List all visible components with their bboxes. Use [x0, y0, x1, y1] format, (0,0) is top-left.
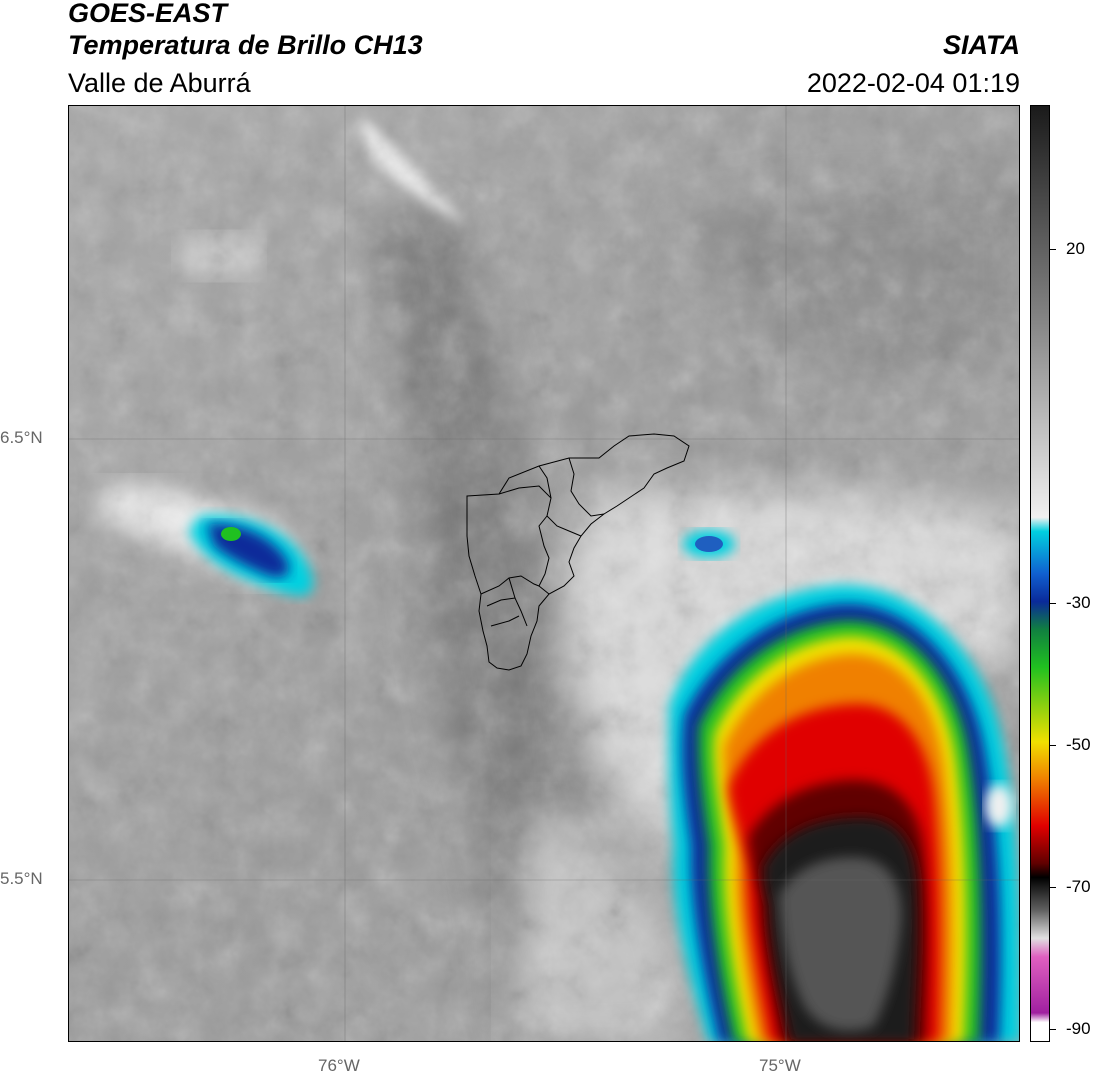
- brightness-temperature-image: [69, 106, 1019, 1041]
- colorbar-tick: [1050, 1029, 1056, 1030]
- colorbar-tick: [1050, 745, 1056, 746]
- colorbar-label-minus30: -30: [1066, 593, 1091, 612]
- lat-label-5-5: 5.5°N: [0, 869, 43, 888]
- colorbar-label-minus50: -50: [1066, 735, 1091, 754]
- convective-system: [669, 585, 1019, 1041]
- colorbar-tick: [1050, 249, 1056, 250]
- aburra-valley-boundaries: [466, 433, 690, 671]
- lon-label-75: 75°W: [759, 1056, 801, 1075]
- colorbar-label-minus70: -70: [1066, 877, 1091, 896]
- satellite-title: GOES-EAST: [68, 0, 228, 28]
- datetime-label: 2022-02-04 01:19: [806, 68, 1020, 98]
- colorbar-tick: [1050, 603, 1056, 604]
- colorbar-label-20: 20: [1066, 239, 1085, 258]
- product-title: Temperatura de Brillo CH13: [68, 30, 423, 60]
- region-label: Valle de Aburrá: [68, 68, 251, 98]
- org-label: SIATA: [943, 30, 1020, 60]
- colorbar-label-minus90: -90: [1066, 1019, 1091, 1038]
- cold-cloud-west: [189, 515, 314, 596]
- lon-label-76: 76°W: [318, 1056, 360, 1075]
- colorbar-tick: [1050, 887, 1056, 888]
- lat-label-6-5: 6.5°N: [0, 428, 43, 447]
- satellite-map: [68, 105, 1020, 1042]
- colorbar: [1030, 105, 1050, 1042]
